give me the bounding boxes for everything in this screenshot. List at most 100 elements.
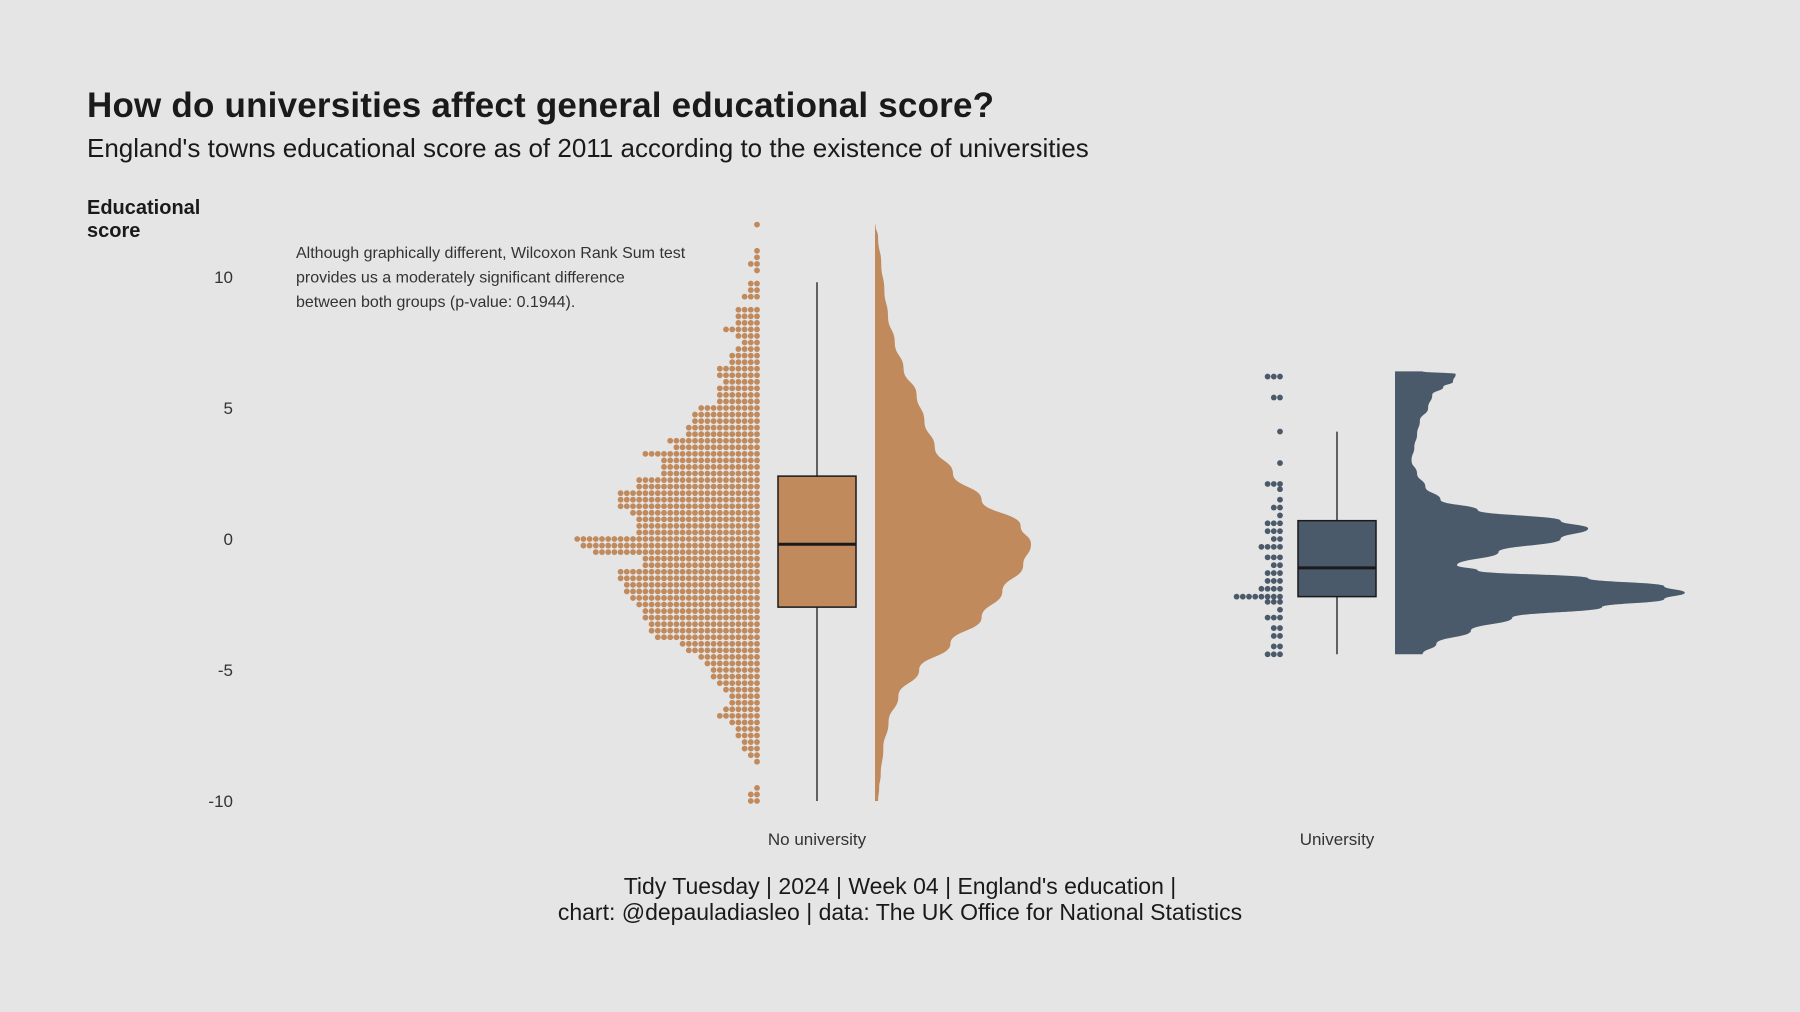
data-dot — [747, 333, 754, 339]
data-dot — [735, 477, 742, 483]
data-dot — [754, 581, 760, 588]
data-dot — [685, 568, 692, 575]
data-dot — [679, 588, 686, 595]
data-dot — [692, 640, 698, 647]
data-dot — [685, 470, 692, 477]
data-dot — [630, 496, 636, 503]
data-dot — [723, 457, 729, 464]
data-dot — [710, 549, 717, 555]
data-dot — [642, 549, 649, 555]
data-dot — [716, 621, 723, 628]
data-dot — [710, 621, 717, 628]
data-dot — [735, 333, 742, 339]
data-dot — [611, 536, 618, 542]
data-dot — [735, 378, 742, 385]
data-dot — [747, 555, 754, 562]
data-dot — [673, 503, 680, 510]
data-dot — [661, 450, 667, 457]
data-dot — [729, 359, 736, 366]
data-dot — [754, 418, 760, 424]
data-dot — [747, 483, 754, 490]
data-dot — [747, 601, 754, 608]
data-dot — [747, 365, 754, 372]
data-dot — [648, 496, 655, 503]
data-dot — [1277, 598, 1283, 605]
data-dot — [685, 444, 692, 451]
data-dot — [1246, 593, 1252, 600]
data-dot — [630, 509, 636, 516]
data-dot — [648, 529, 655, 536]
data-dot — [729, 483, 736, 490]
data-dot — [735, 726, 742, 732]
data-dot — [1277, 512, 1283, 519]
data-dot — [747, 359, 754, 366]
data-dot — [723, 660, 729, 667]
data-dot — [667, 542, 674, 549]
data-dot — [754, 621, 760, 628]
data-dot — [723, 365, 729, 372]
data-dot — [667, 496, 674, 503]
data-dot — [735, 392, 742, 398]
data-dot — [754, 464, 760, 470]
data-dot — [673, 614, 680, 621]
data-dot — [679, 509, 686, 516]
data-dot — [685, 575, 692, 582]
data-dot — [747, 509, 754, 516]
data-dot — [716, 680, 723, 686]
data-dot — [729, 640, 736, 647]
data-dot — [698, 608, 705, 614]
data-dot — [685, 431, 692, 438]
y-tick-label: 0 — [224, 530, 233, 549]
data-dot — [747, 706, 754, 713]
data-dot — [729, 588, 736, 595]
data-dot — [1270, 543, 1277, 550]
data-dot — [648, 601, 655, 608]
annotation-text: provides us a moderately significant dif… — [296, 270, 625, 287]
data-dot — [747, 791, 754, 798]
data-dot — [741, 490, 748, 497]
data-dot — [747, 627, 754, 634]
data-dot — [735, 483, 742, 490]
data-dot — [747, 647, 754, 654]
data-dot — [747, 457, 754, 464]
data-dot — [754, 313, 760, 320]
data-dot — [642, 575, 649, 582]
data-dot — [1277, 562, 1283, 569]
data-dot — [729, 699, 736, 706]
data-dot — [729, 608, 736, 614]
data-dot — [754, 431, 760, 438]
data-dot — [723, 608, 729, 614]
data-dot — [735, 673, 742, 680]
data-dot — [723, 496, 729, 503]
data-dot — [623, 575, 630, 582]
data-dot — [747, 614, 754, 621]
data-dot — [661, 464, 667, 470]
data-dot — [754, 549, 760, 555]
data-dot — [1270, 536, 1277, 542]
data-dot — [716, 601, 723, 608]
data-dot — [654, 523, 661, 529]
data-dot — [673, 555, 680, 562]
data-dot — [667, 614, 674, 621]
data-dot — [754, 706, 760, 713]
data-dot — [623, 490, 630, 497]
data-dot — [710, 523, 717, 529]
data-dot — [716, 424, 723, 431]
data-dot — [599, 536, 605, 542]
data-dot — [754, 667, 760, 673]
data-dot — [673, 457, 680, 464]
data-dot — [723, 555, 729, 562]
data-dot — [661, 555, 667, 562]
data-dot — [704, 634, 711, 641]
data-dot — [667, 575, 674, 582]
data-dot — [741, 509, 748, 516]
y-axis-label: Educational — [87, 197, 200, 219]
data-dot — [692, 523, 698, 529]
group-university — [1233, 371, 1685, 658]
data-dot — [698, 457, 705, 464]
data-dot — [754, 745, 760, 752]
data-dot — [741, 464, 748, 470]
data-dot — [747, 660, 754, 667]
data-dot — [704, 418, 711, 424]
data-dot — [698, 405, 705, 411]
